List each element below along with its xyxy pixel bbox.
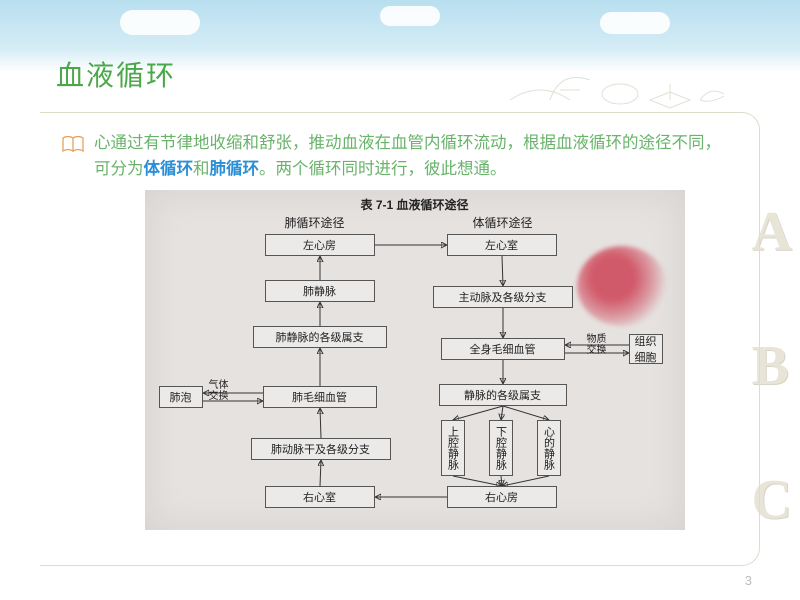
node-fjm: 肺静脉 <box>265 280 375 302</box>
cloud-deco <box>120 10 200 35</box>
node-yxf: 右心房 <box>447 486 557 508</box>
node-zdm: 主动脉及各级分支 <box>433 286 573 308</box>
label-gas-exchange: 气体交换 <box>209 380 229 402</box>
node-xqjm: 下腔静脉 <box>489 420 513 476</box>
intro-em2: 肺循环 <box>210 160 260 178</box>
intro-seg3: 。两个循环同时进行，彼此想通。 <box>259 160 507 178</box>
cloud-deco <box>600 12 670 34</box>
node-zxf: 左心房 <box>265 234 375 256</box>
flowchart-arrows <box>145 190 685 530</box>
node-zxs: 左心室 <box>447 234 557 256</box>
node-qsm: 全身毛细血管 <box>441 338 565 360</box>
node-fdmg: 肺动脉干及各级分支 <box>251 438 391 460</box>
cloud-deco <box>380 6 440 26</box>
node-zzxb: 组织细胞 <box>629 334 663 364</box>
intro-seg2: 和 <box>193 160 210 178</box>
node-xdjm: 心的静脉 <box>537 420 561 476</box>
node-fjmsz: 肺静脉的各级属支 <box>253 326 387 348</box>
doodle-illustration <box>500 50 740 110</box>
intro-em1: 体循环 <box>144 160 194 178</box>
node-fmxg: 肺毛细血管 <box>263 386 377 408</box>
content-frame: 心通过有节律地收缩和舒张，推动血液在血管内循环流动，根据血液循环的途径不同，可分… <box>40 112 760 566</box>
page-title: 血液循环 <box>56 54 176 94</box>
node-jmsz: 静脉的各级属支 <box>439 384 567 406</box>
flowchart-diagram: 表 7-1 血液循环途径 肺循环途径 体循环途径 左心房肺静脉肺静脉的各级属支肺… <box>145 190 685 530</box>
intro-paragraph: 心通过有节律地收缩和舒张，推动血液在血管内循环流动，根据血液循环的途径不同，可分… <box>94 131 735 182</box>
node-yxs: 右心室 <box>265 486 375 508</box>
node-sqjm: 上腔静脉 <box>441 420 465 476</box>
page-number: 3 <box>745 573 752 588</box>
label-material-exchange: 物质交换 <box>587 334 607 356</box>
node-fp: 肺泡 <box>159 386 203 408</box>
